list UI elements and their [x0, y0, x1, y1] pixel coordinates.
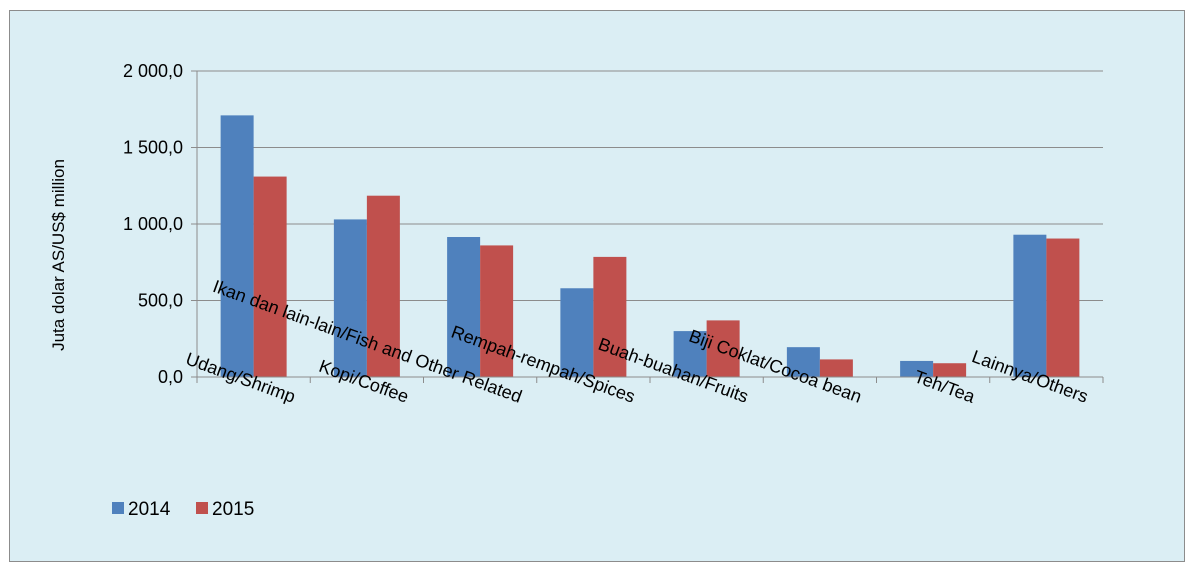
bar-2015-1 [253, 176, 287, 377]
chart-frame: 0,0 500,0 1 000,0 1 500,0 2 000,0 Udang/Shri… [9, 10, 1185, 562]
legend-swatch-2014 [112, 502, 124, 514]
legend-label-2014: 2014 [128, 499, 171, 520]
bars [220, 115, 1080, 378]
y-tick-label: 1 000,0 [123, 214, 183, 234]
bar-chart: 0,0 500,0 1 000,0 1 500,0 2 000,0 Udang/Shri… [49, 61, 1104, 520]
bar-2015-4 [593, 256, 627, 377]
y-tick-labels: 0,0 500,0 1 000,0 1 500,0 2 000,0 [123, 61, 183, 387]
legend-swatch-2015 [196, 502, 208, 514]
axes [191, 70, 1104, 383]
bar-2015-7 [933, 363, 967, 377]
bar-2014-4 [560, 288, 594, 377]
y-tick-label: 0,0 [158, 367, 183, 387]
bar-2015-6 [819, 359, 853, 377]
bar-2014-7 [900, 360, 934, 377]
bar-2015-3 [480, 245, 514, 377]
legend-label-2015: 2015 [212, 499, 254, 520]
gridlines [197, 70, 1103, 301]
bar-2015-5 [706, 320, 740, 377]
bar-2015-8 [1046, 238, 1080, 377]
legend: 2014 2015 [112, 499, 254, 520]
y-tick-label: 2 000,0 [123, 61, 183, 81]
y-axis-title: Juta dolar AS/US$ million [49, 159, 68, 351]
bar-2014-1 [220, 115, 254, 378]
y-tick-label: 1 500,0 [123, 138, 183, 158]
bar-2015-2 [366, 195, 400, 377]
bar-2014-2 [333, 219, 367, 377]
bar-2014-6 [786, 347, 820, 377]
bar-2014-5 [673, 331, 707, 377]
y-tick-label: 500,0 [138, 291, 183, 311]
bar-2014-8 [1013, 234, 1047, 377]
bar-2014-3 [447, 237, 481, 377]
